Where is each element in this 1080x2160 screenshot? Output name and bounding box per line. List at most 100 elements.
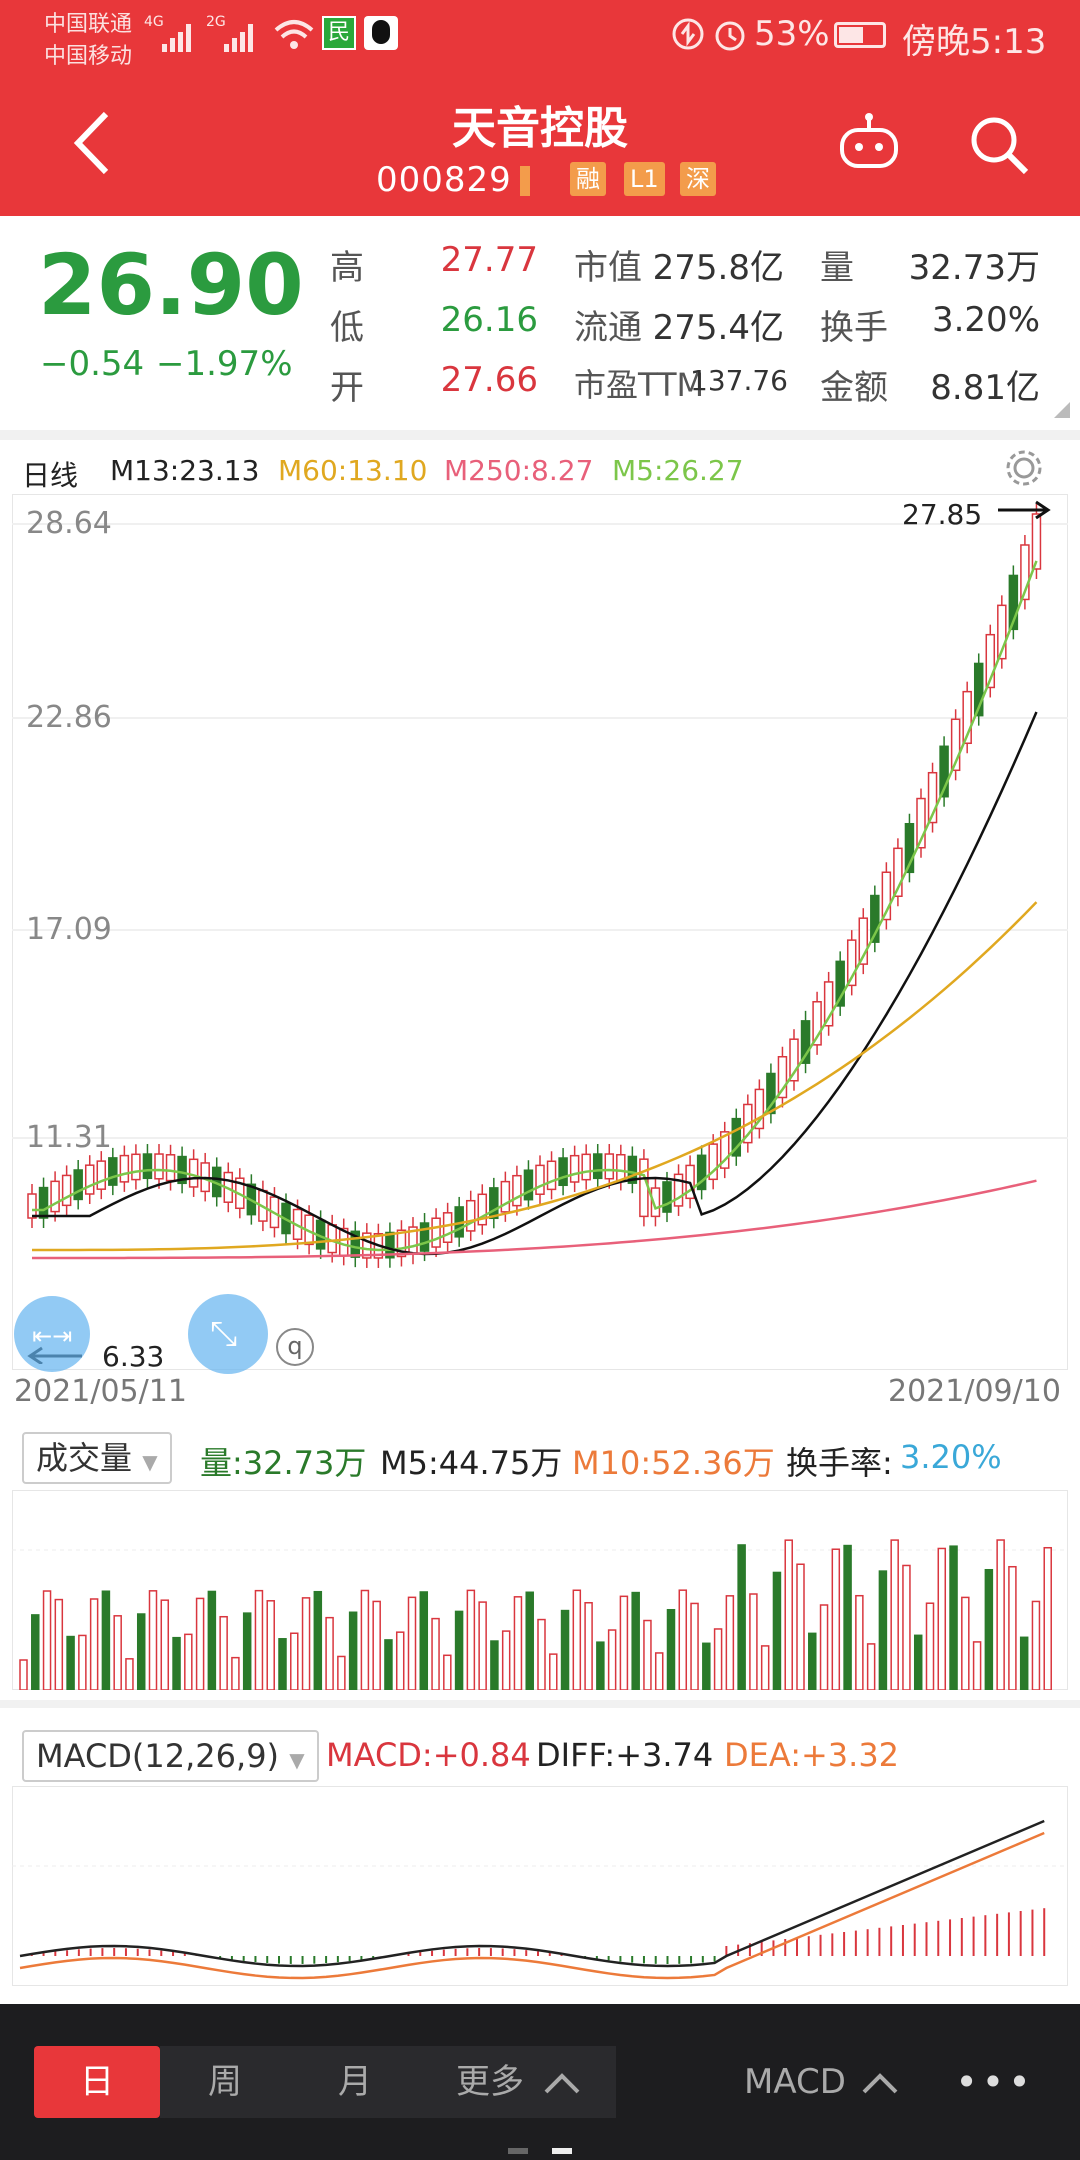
zoom-handle[interactable]: ⤡ [188, 1294, 268, 1374]
low-value: 26.16 [440, 300, 538, 340]
volume-value: 量:32.73万 [200, 1444, 367, 1482]
volume-bar [384, 1639, 393, 1690]
pan-left-handle[interactable]: ⇤⇥ [14, 1296, 90, 1372]
back-icon[interactable] [66, 108, 116, 178]
settings-gear-icon[interactable] [1004, 448, 1044, 488]
search-icon[interactable] [966, 112, 1032, 178]
candle [846, 939, 857, 987]
candle [777, 1055, 788, 1099]
ma13-legend: M13:23.13 [110, 454, 260, 487]
volume-indicator-select[interactable]: 成交量 ▼ [22, 1432, 172, 1484]
candle [546, 1160, 557, 1191]
volume-bar [690, 1602, 699, 1690]
candle [881, 871, 892, 921]
tab-week[interactable]: 周 [208, 2062, 242, 2102]
candle [962, 690, 972, 745]
volume-chart[interactable] [12, 1490, 1068, 1690]
macd-chart[interactable] [12, 1786, 1068, 1986]
volume-bar [184, 1633, 193, 1690]
candle [38, 1186, 49, 1219]
candle [61, 1174, 72, 1207]
candle [708, 1143, 718, 1181]
indicator-select[interactable]: MACD [744, 2062, 846, 2102]
volume-bar [537, 1618, 546, 1690]
max-price-label: 27.85 [902, 498, 983, 531]
page-title: 天音控股 [452, 103, 628, 154]
volume-bar [855, 1594, 864, 1690]
volume-bar [702, 1642, 711, 1690]
volume-bar [419, 1591, 429, 1690]
robot-assistant-icon[interactable] [836, 112, 902, 174]
candle [927, 771, 938, 824]
volume-bar [54, 1598, 64, 1690]
volume-bar [584, 1602, 593, 1690]
volume-bar [984, 1568, 994, 1690]
candle [419, 1222, 430, 1252]
kline-chart[interactable] [12, 494, 1068, 1370]
pe-label: 市盈TTM [574, 366, 705, 404]
more-menu-icon[interactable]: ••• [955, 2060, 1035, 2104]
kline-period[interactable]: 日线 [22, 459, 79, 492]
volume-bar [760, 1645, 770, 1690]
ma60-legend: M60:13.10 [278, 454, 428, 487]
volume-bar [996, 1539, 1005, 1690]
query-icon[interactable]: q [276, 1328, 314, 1366]
volume-bar [89, 1598, 99, 1690]
volume-bar [454, 1610, 464, 1690]
candle [431, 1217, 441, 1248]
tab-month[interactable]: 月 [338, 2062, 372, 2102]
candle [973, 662, 984, 717]
panel-divider [0, 1700, 1080, 1708]
candle [627, 1155, 638, 1184]
tab-day[interactable]: 日 [80, 2062, 114, 2102]
candle [465, 1199, 476, 1232]
volume-bar [207, 1590, 217, 1690]
turnover-label: 换手 [820, 308, 888, 348]
volume-bar [572, 1589, 582, 1690]
volume-bar [278, 1638, 287, 1690]
volume-bar [160, 1599, 170, 1690]
candle [950, 718, 961, 772]
chevron-up-icon[interactable] [542, 2070, 582, 2096]
candle [1020, 544, 1030, 601]
end-date: 2021/09/10 [888, 1374, 1061, 1409]
volume-bar [878, 1570, 888, 1690]
tab-more[interactable]: 更多 [456, 2062, 524, 2102]
candle [396, 1229, 407, 1258]
diff-line [19, 1819, 1045, 1968]
y-tick-4: 11.31 [26, 1120, 112, 1155]
low-label: 低 [330, 308, 364, 348]
candle [823, 981, 834, 1027]
dea-value: DEA:+3.32 [724, 1736, 900, 1774]
volume-bar [643, 1619, 652, 1690]
volume-bar [395, 1631, 405, 1690]
volume-bar [195, 1597, 205, 1690]
wifi-icon [274, 20, 314, 49]
volume-bar [490, 1640, 499, 1690]
volume-bar [301, 1597, 311, 1690]
candle [477, 1193, 488, 1226]
volume-bar [66, 1635, 75, 1690]
candle [858, 917, 869, 965]
volume-bar [866, 1643, 876, 1690]
chevron-up-icon[interactable] [860, 2070, 900, 2096]
volume-bar [725, 1595, 735, 1690]
expand-corner-icon[interactable] [1054, 402, 1070, 418]
macd-indicator-select[interactable]: MACD(12,26,9) ▼ [22, 1730, 319, 1782]
open-value: 27.66 [440, 360, 538, 400]
candle [592, 1153, 603, 1180]
quote-divider [0, 430, 1080, 440]
data-saver-icon [672, 18, 704, 50]
candle [719, 1131, 730, 1169]
app-header: 中国联通 中国移动 4G 2G 民 53% 傍晚5:13 天音控股 000829… [0, 0, 1080, 216]
candle [662, 1181, 672, 1213]
float-label: 流通 [574, 308, 642, 348]
volume-bar [796, 1563, 805, 1690]
volume-bar [890, 1539, 899, 1690]
candle [489, 1187, 499, 1220]
open-label: 开 [330, 368, 364, 408]
candle [616, 1153, 626, 1182]
tab-day-bg [34, 2046, 160, 2118]
volume-bar [148, 1590, 158, 1690]
candle [569, 1154, 580, 1183]
